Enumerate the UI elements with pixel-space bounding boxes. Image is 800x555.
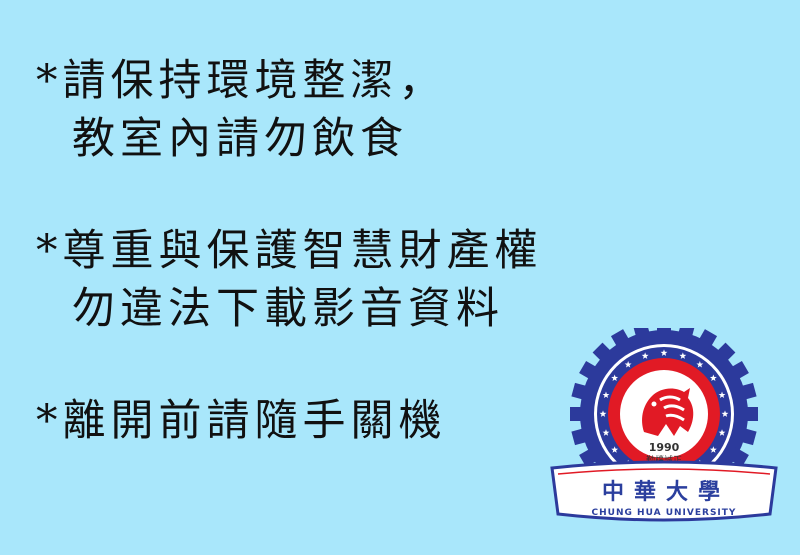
star-icon xyxy=(718,429,726,436)
star-icon xyxy=(611,446,619,453)
star-icon xyxy=(602,429,610,436)
logo-name-zh: 中華大學 xyxy=(602,479,730,505)
star-icon xyxy=(602,391,610,399)
notice-power-off: *離開前請隨手關機 xyxy=(36,392,447,450)
notice-line: *離開前請隨手關機 xyxy=(36,396,447,446)
university-logo: 1990 勤樸誠正 中華大學 CHUNG HUA UNIVERSITY xyxy=(548,328,780,528)
star-icon xyxy=(611,374,619,382)
star-icon xyxy=(660,349,668,356)
notice-intellectual-property: *尊重與保護智慧財產權 勿違法下載影音資料 xyxy=(36,222,543,338)
logo-name-en: CHUNG HUA UNIVERSITY xyxy=(592,508,737,518)
star-icon xyxy=(696,361,704,368)
notice-line: *請保持環境整潔， xyxy=(36,56,447,106)
star-icon xyxy=(709,374,717,382)
star-icon xyxy=(721,410,729,417)
star-icon xyxy=(679,352,687,359)
star-icon xyxy=(709,446,717,453)
notice-clean-environment: *請保持環境整潔， 教室內請勿飲食 xyxy=(36,52,447,168)
notice-line: *尊重與保護智慧財產權 xyxy=(36,226,543,276)
star-icon xyxy=(641,352,649,359)
star-icon xyxy=(599,410,607,417)
logo-year: 1990 xyxy=(649,441,680,454)
university-logo-emblem: 1990 勤樸誠正 中華大學 CHUNG HUA UNIVERSITY xyxy=(550,328,778,522)
logo-banner: 中華大學 CHUNG HUA UNIVERSITY xyxy=(550,460,778,522)
horse-head-icon xyxy=(642,388,694,436)
star-icon xyxy=(718,391,726,399)
star-icon xyxy=(624,361,632,368)
notice-line: 勿違法下載影音資料 xyxy=(72,284,504,334)
notice-line: 教室內請勿飲食 xyxy=(72,114,408,164)
